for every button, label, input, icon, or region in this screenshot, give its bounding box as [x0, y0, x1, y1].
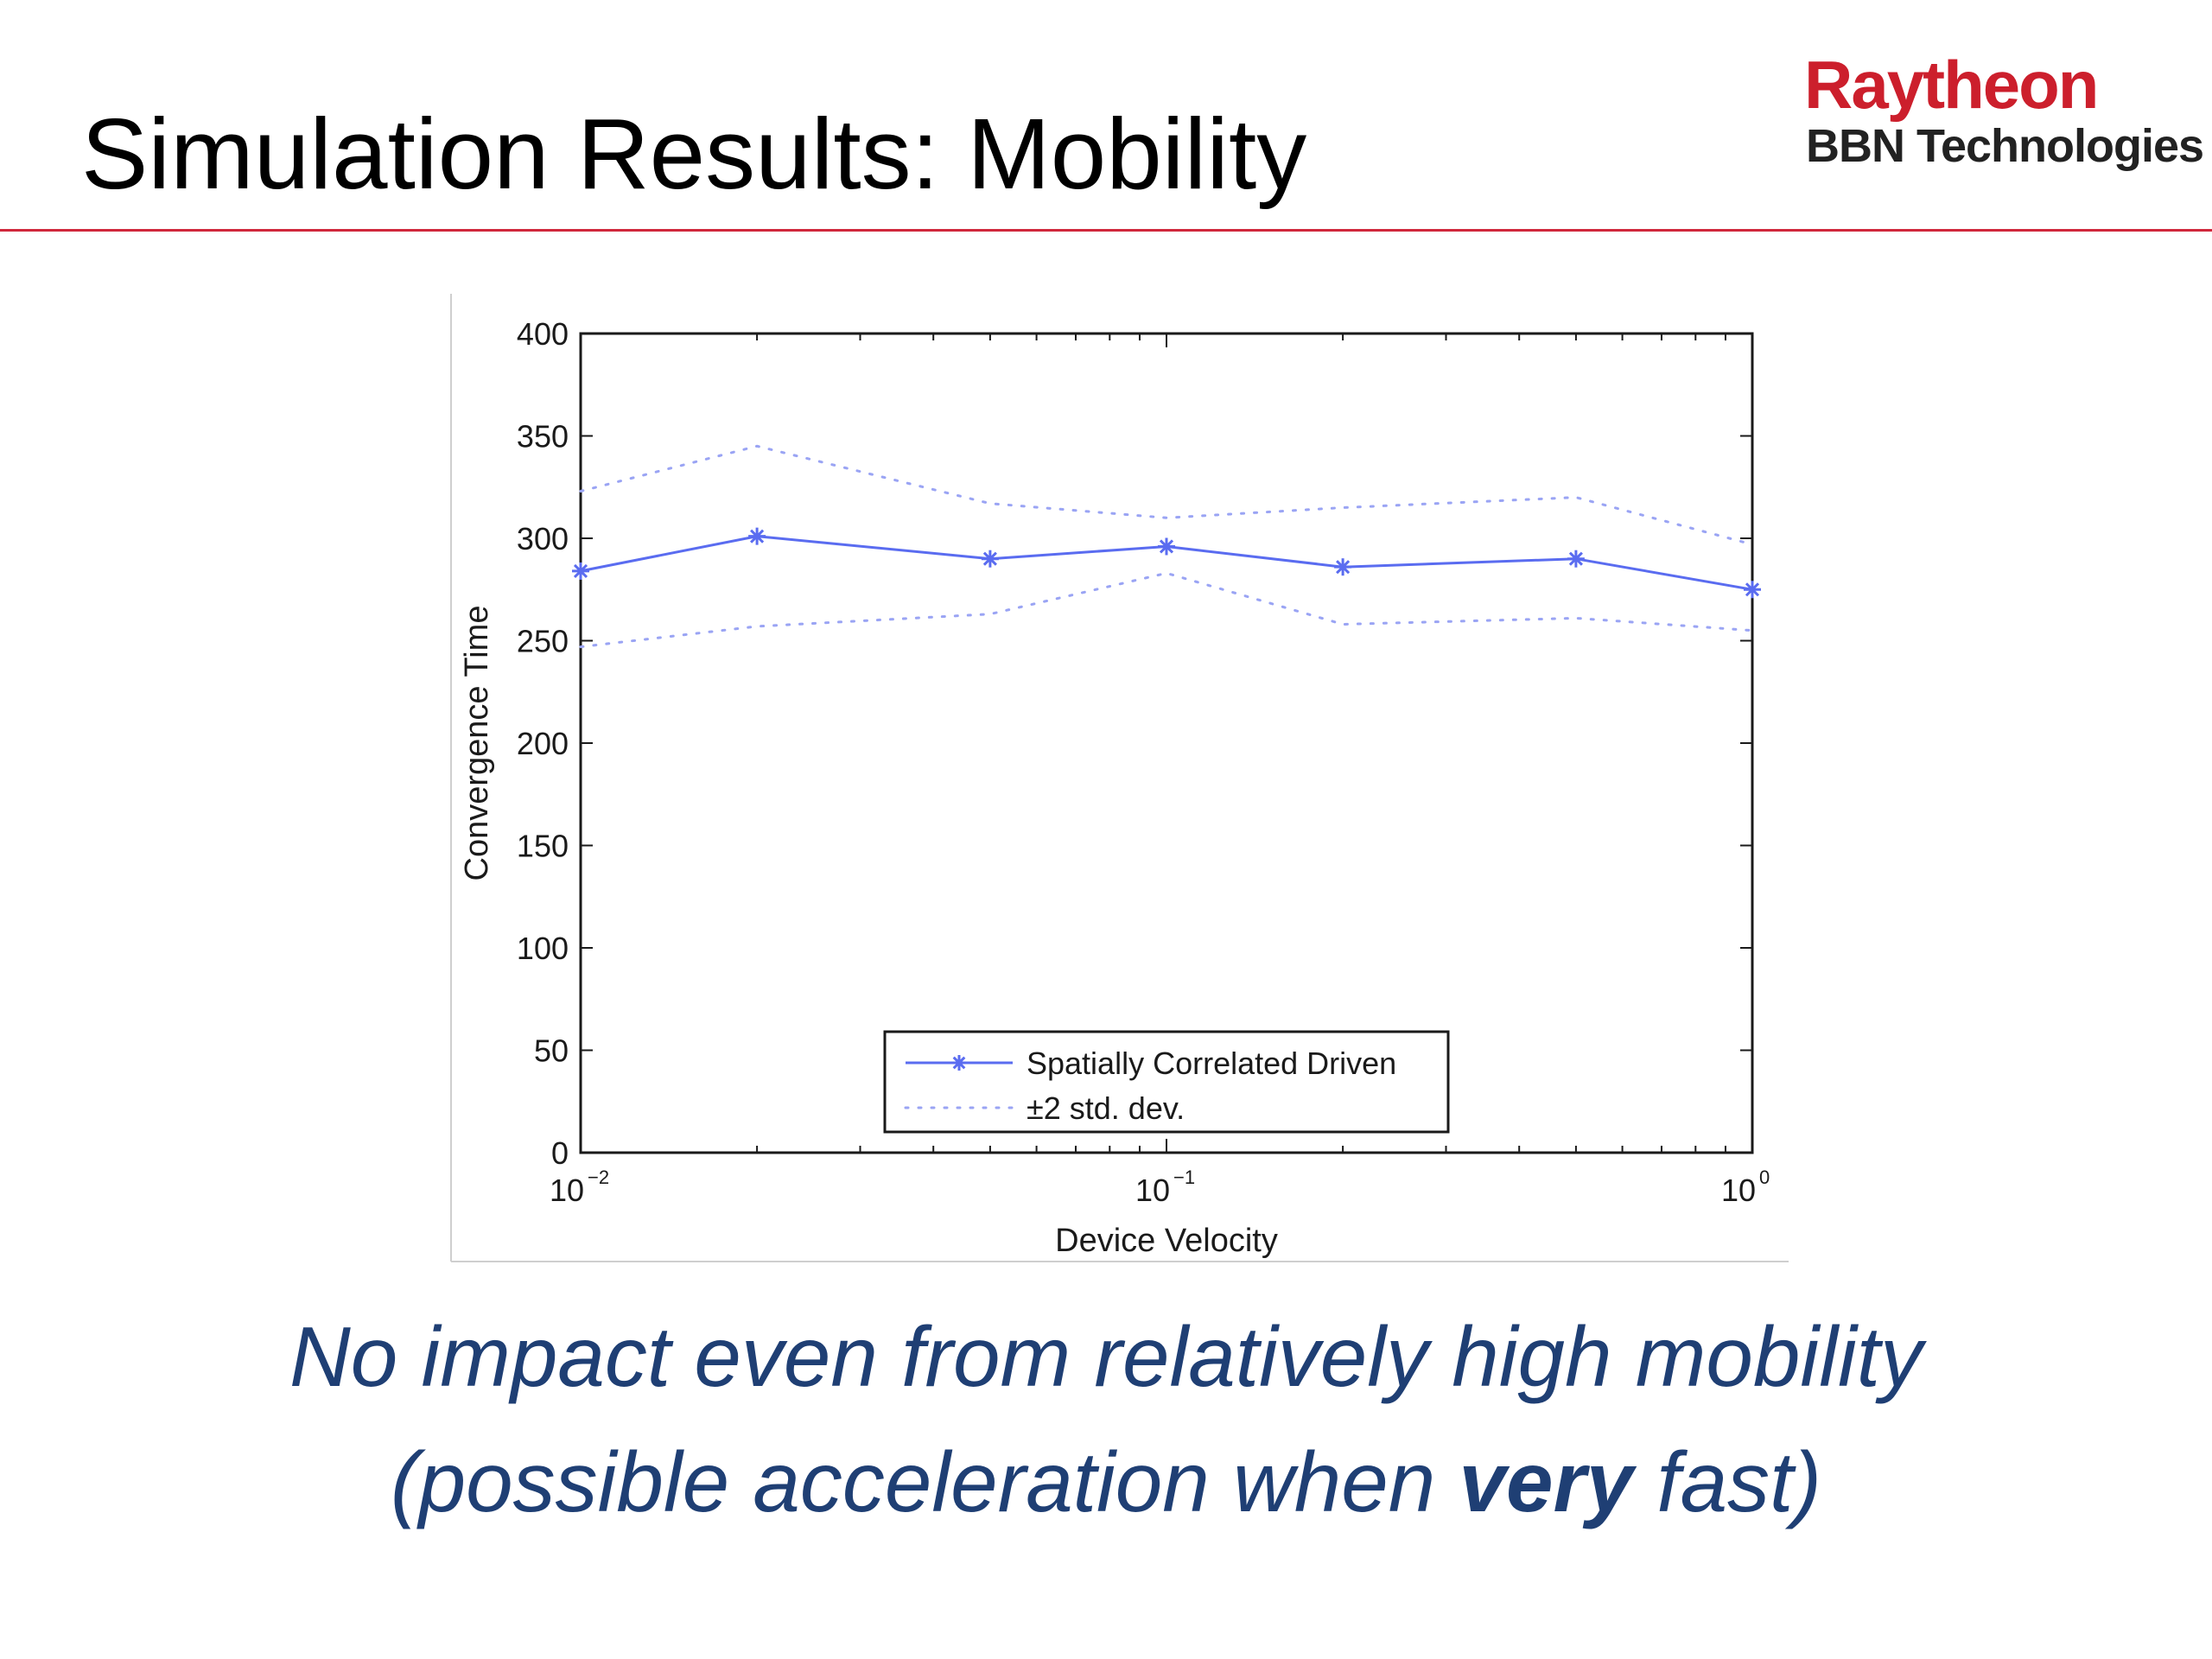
x-tick-label: 10 — [1135, 1173, 1170, 1208]
data-point-asterisk — [1334, 558, 1352, 576]
std-dev-band-line-1 — [579, 444, 1754, 546]
caption-line-2-start: (possible acceleration when — [390, 1434, 1459, 1529]
y-tick-label: 0 — [551, 1135, 569, 1171]
asterisk-stroke — [952, 1056, 966, 1070]
y-tick-label: 400 — [517, 316, 569, 352]
y-tick-label: 350 — [517, 419, 569, 454]
y-tick-label: 50 — [534, 1033, 569, 1069]
x-tick-label: 10 — [550, 1173, 584, 1208]
caption-line-2-end: fast) — [1633, 1434, 1822, 1529]
y-tick-label: 300 — [517, 521, 569, 556]
asterisk-stroke — [573, 563, 588, 578]
data-point-asterisk — [981, 550, 999, 568]
asterisk-stroke — [1159, 539, 1174, 554]
x-tick-exponent: 0 — [1759, 1166, 1770, 1188]
raytheon-bbn-logo: Raytheon BBN Technologies — [1804, 45, 2204, 183]
x-tick-exponent: −2 — [588, 1166, 609, 1188]
y-tick-label: 150 — [517, 829, 569, 864]
asterisk-stroke — [1745, 582, 1760, 597]
logo-wordmark: Raytheon — [1804, 47, 2099, 123]
logo-subtitle: BBN Technologies — [1806, 120, 2204, 172]
title-divider — [0, 229, 2212, 232]
asterisk-stroke — [750, 529, 765, 543]
asterisk-stroke — [1336, 560, 1351, 575]
asterisk-stroke — [982, 551, 997, 566]
legend-box — [883, 1030, 1450, 1134]
data-point-asterisk — [748, 527, 766, 545]
plot-frame — [579, 332, 1754, 1154]
x-tick-exponent: −1 — [1173, 1166, 1195, 1188]
y-tick-label: 100 — [517, 931, 569, 966]
asterisk-stroke — [1568, 551, 1583, 566]
chart-figure: 0 50 100 150 200 250 300 350 400 10 −2 10 −1 10 0 Devic… — [449, 292, 1797, 1263]
data-point-asterisk — [1744, 581, 1761, 599]
data-point-asterisk — [1567, 550, 1585, 568]
data-point-asterisk — [1158, 537, 1175, 556]
slide-title: Simulation Results: Mobility — [81, 98, 1307, 210]
caption-line-2: (possible acceleration when very fast) — [0, 1430, 2212, 1534]
y-axis-label: Convergence Time — [459, 606, 495, 881]
y-tick-label: 200 — [517, 726, 569, 761]
x-tick-label: 10 — [1721, 1173, 1756, 1208]
legend-marker-asterisk — [951, 1055, 967, 1071]
legend-label-mean: Spatially Correlated Driven — [1027, 1046, 1396, 1081]
data-point-asterisk — [572, 562, 589, 580]
legend-label-std: ±2 std. dev. — [1027, 1090, 1185, 1126]
y-tick-label: 250 — [517, 624, 569, 659]
caption-line-1: No impact even from relatively high mobi… — [289, 1309, 1923, 1404]
caption-emphasis: very — [1459, 1434, 1634, 1529]
x-axis-label: Device Velocity — [1055, 1223, 1278, 1259]
